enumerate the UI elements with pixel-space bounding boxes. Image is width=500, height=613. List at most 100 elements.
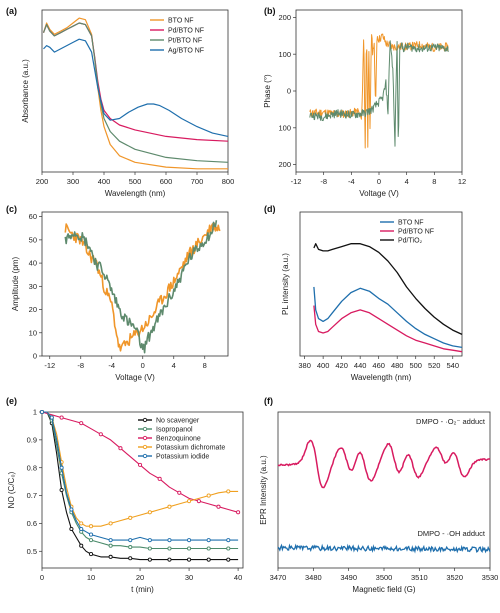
y-axis-label: Amplitude (pm) <box>11 257 20 312</box>
series-line-0 <box>64 222 221 352</box>
data-point <box>128 545 133 550</box>
x-tick-label: 500 <box>409 361 422 370</box>
plot-frame <box>41 211 229 357</box>
series-line-3 <box>43 38 229 137</box>
x-tick-label: 0 <box>141 361 145 370</box>
x-tick-label: 3500 <box>376 573 393 582</box>
panel-label: (e) <box>6 396 17 406</box>
x-tick-label: 300 <box>67 177 80 186</box>
series-line-4 <box>42 411 239 541</box>
y-tick-label: 30 <box>29 282 37 291</box>
data-point <box>59 465 64 470</box>
x-axis-label: Voltage (V) <box>115 373 155 382</box>
x-tick-label: 3490 <box>340 573 357 582</box>
data-point <box>88 524 94 529</box>
data-point <box>147 538 152 543</box>
panel-label: (d) <box>264 204 276 214</box>
data-point <box>79 543 84 548</box>
series-line-0 <box>277 439 491 489</box>
plot-frame <box>41 411 244 569</box>
x-tick-label: -12 <box>44 361 55 370</box>
y-tick-label: 200 <box>278 160 291 169</box>
data-point <box>226 538 231 543</box>
x-tick-label: 520 <box>428 361 441 370</box>
legend-label: Potassium dichromate <box>156 445 225 452</box>
y-tick-label: 50 <box>29 235 37 244</box>
data-point <box>69 507 74 512</box>
x-tick-label: -4 <box>108 361 115 370</box>
data-point <box>196 499 201 504</box>
x-axis-label: t (min) <box>131 585 154 594</box>
x-tick-label: 800 <box>222 177 235 186</box>
y-tick-label: 0.8 <box>27 463 37 472</box>
data-point <box>157 476 162 481</box>
data-point <box>206 493 211 498</box>
y-axis-label: PL intensity (a.u.) <box>281 253 290 315</box>
y-tick-label: 0.7 <box>27 491 37 500</box>
x-tick-label: 420 <box>335 361 348 370</box>
y-tick-label: 100 <box>278 123 291 132</box>
data-point <box>236 510 241 515</box>
data-point <box>59 487 64 493</box>
data-point <box>108 554 113 559</box>
data-point <box>59 415 64 420</box>
data-point <box>187 499 192 504</box>
plot-frame <box>299 211 463 357</box>
plot-frame <box>295 9 463 173</box>
data-point <box>147 510 152 515</box>
series-line-1 <box>277 543 491 554</box>
x-tick-label: 30 <box>185 573 193 582</box>
x-tick-label: 8 <box>432 177 436 186</box>
x-tick-label: 440 <box>354 361 367 370</box>
x-tick-label: 500 <box>129 177 142 186</box>
legend-marker <box>142 444 148 450</box>
x-tick-label: 20 <box>136 573 144 582</box>
x-axis-label: Wavelength (nm) <box>351 373 412 382</box>
data-point <box>69 526 74 532</box>
data-point <box>187 557 192 562</box>
x-tick-label: 3480 <box>305 573 322 582</box>
legend-label: BTO NF <box>398 220 424 227</box>
legend-marker <box>142 426 148 432</box>
data-point <box>167 546 172 551</box>
legend-marker <box>142 417 148 423</box>
y-axis-label: Phase (°) <box>263 74 272 108</box>
data-point <box>216 504 221 509</box>
series-line-1 <box>313 305 463 353</box>
y-tick-label: 1 <box>33 408 37 417</box>
x-tick-label: 380 <box>298 361 311 370</box>
panel-d: (d) 380 400 420 440 460 480 500 520 540 Wavelength… <box>264 204 463 382</box>
series-line-2 <box>313 243 463 335</box>
legend-marker <box>142 435 148 441</box>
data-point <box>206 538 211 543</box>
data-point <box>108 538 113 543</box>
panel-label: (a) <box>6 6 17 16</box>
data-point <box>167 504 172 509</box>
x-tick-label: -8 <box>320 177 327 186</box>
data-point <box>226 557 231 562</box>
x-tick-label: 12 <box>458 177 466 186</box>
data-point <box>206 546 211 551</box>
y-tick-label: 0.9 <box>27 435 37 444</box>
data-point <box>187 538 192 543</box>
data-point <box>39 409 45 415</box>
legend-label: Potassium iodide <box>156 454 209 461</box>
series-line-1 <box>309 40 449 147</box>
x-tick-label: 3520 <box>446 573 463 582</box>
y-axis-label: Absorbance (a.u.) <box>21 59 30 123</box>
data-point <box>226 546 231 551</box>
panel-f: (f) 3470 3480 3490 3500 3510 3520 3530 Magnetic … <box>259 396 498 594</box>
data-point <box>167 538 172 543</box>
y-tick-label: 200 <box>278 13 291 22</box>
series-line-2 <box>42 22 229 163</box>
annotation-oh-adduct: DMPO - ·OH adduct <box>417 529 485 538</box>
y-tick-label: 40 <box>29 259 37 268</box>
data-point <box>177 490 182 495</box>
data-point <box>79 526 84 532</box>
panel-a: (a) 200 300 400 500 600 700 800 Wavelength (nm) A… <box>6 6 234 198</box>
legend-label: Benzoquinone <box>156 436 201 443</box>
data-point <box>206 557 211 562</box>
legend-label: Pt/BTO NF <box>168 38 202 45</box>
y-tick-label: 10 <box>29 328 37 337</box>
x-tick-label: 4 <box>405 177 409 186</box>
